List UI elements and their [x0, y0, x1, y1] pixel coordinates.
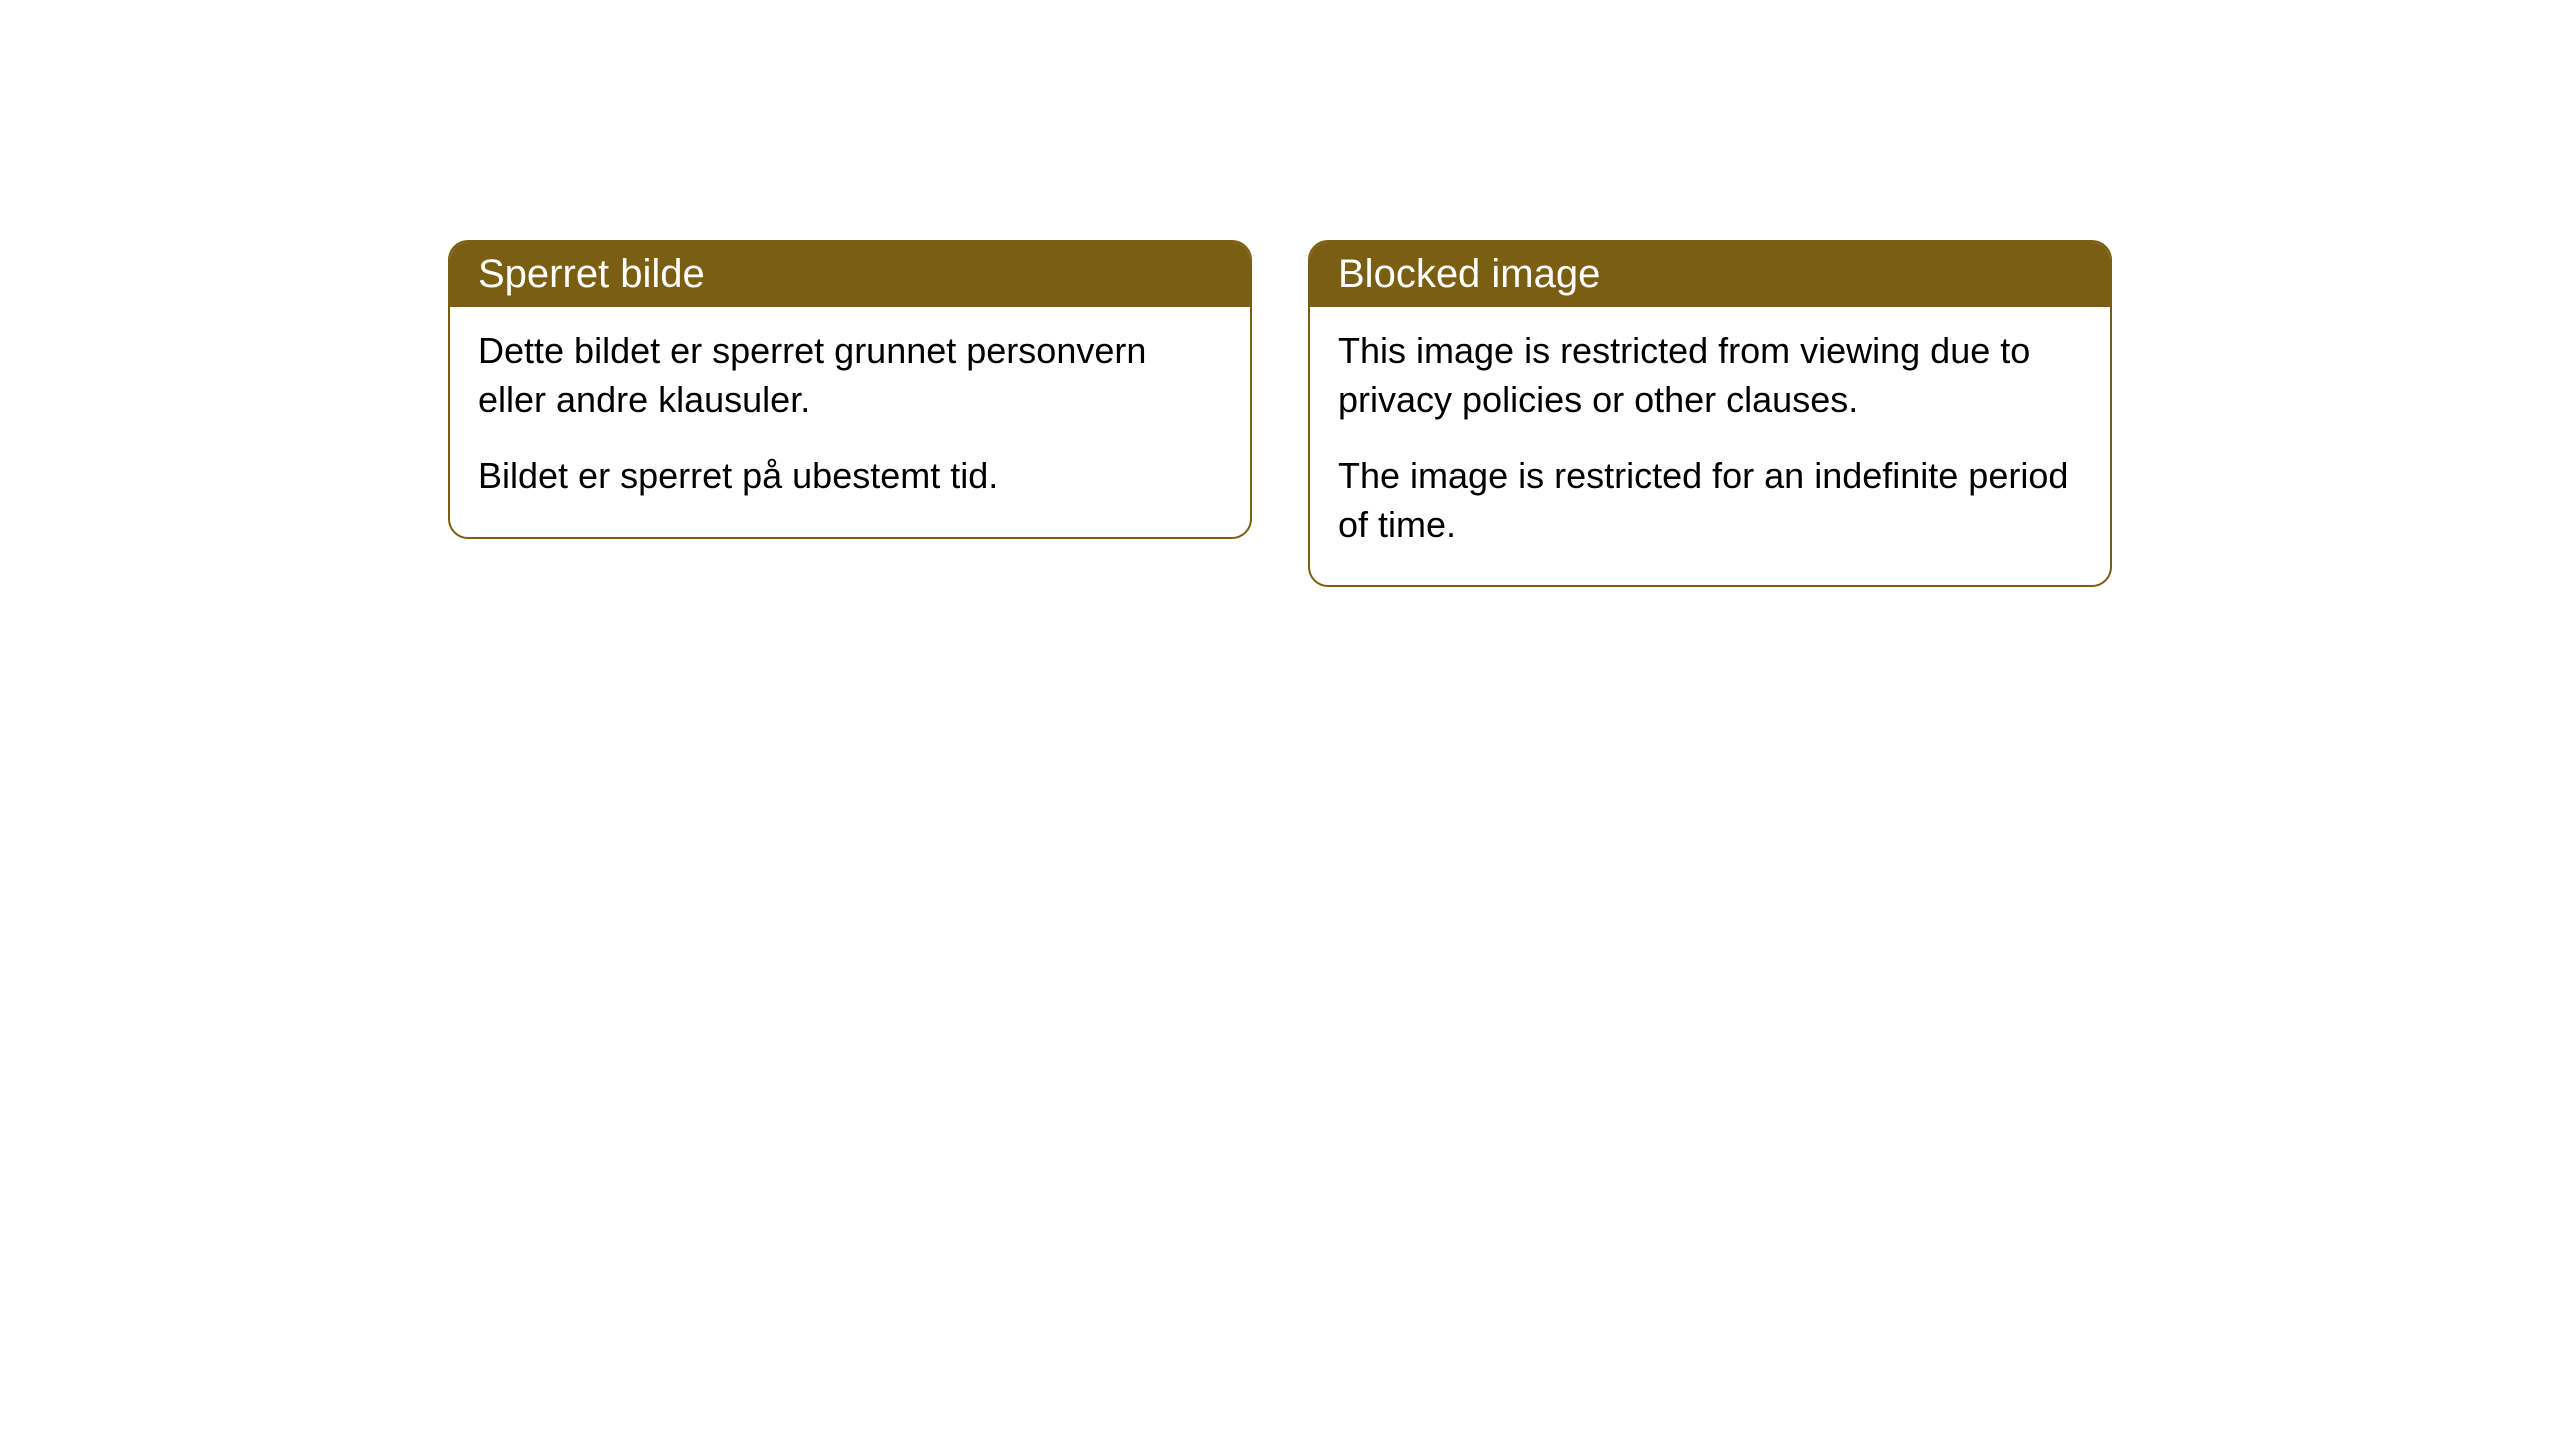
card-paragraph: The image is restricted for an indefinit…	[1338, 452, 2082, 549]
notice-cards-container: Sperret bilde Dette bildet er sperret gr…	[448, 240, 2112, 1440]
card-paragraph: This image is restricted from viewing du…	[1338, 327, 2082, 424]
card-paragraph: Bildet er sperret på ubestemt tid.	[478, 452, 1222, 501]
card-header: Sperret bilde	[450, 242, 1250, 307]
card-title: Blocked image	[1338, 252, 1600, 296]
card-body: This image is restricted from viewing du…	[1310, 307, 2110, 585]
notice-card-norwegian: Sperret bilde Dette bildet er sperret gr…	[448, 240, 1252, 539]
card-title: Sperret bilde	[478, 252, 705, 296]
card-paragraph: Dette bildet er sperret grunnet personve…	[478, 327, 1222, 424]
card-header: Blocked image	[1310, 242, 2110, 307]
card-body: Dette bildet er sperret grunnet personve…	[450, 307, 1250, 537]
notice-card-english: Blocked image This image is restricted f…	[1308, 240, 2112, 587]
